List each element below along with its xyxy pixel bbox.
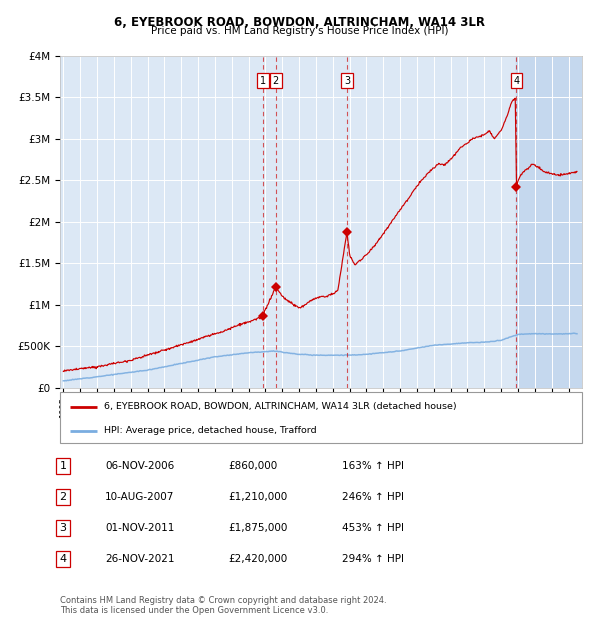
Text: 4: 4 — [59, 554, 67, 564]
Text: £860,000: £860,000 — [228, 461, 277, 471]
FancyBboxPatch shape — [60, 392, 582, 443]
Text: 1: 1 — [260, 76, 266, 86]
Text: 06-NOV-2006: 06-NOV-2006 — [105, 461, 174, 471]
Text: £1,210,000: £1,210,000 — [228, 492, 287, 502]
Text: 453% ↑ HPI: 453% ↑ HPI — [342, 523, 404, 533]
Text: HPI: Average price, detached house, Trafford: HPI: Average price, detached house, Traf… — [104, 426, 317, 435]
Text: 3: 3 — [344, 76, 350, 86]
Text: 6, EYEBROOK ROAD, BOWDON, ALTRINCHAM, WA14 3LR (detached house): 6, EYEBROOK ROAD, BOWDON, ALTRINCHAM, WA… — [104, 402, 457, 411]
Text: 294% ↑ HPI: 294% ↑ HPI — [342, 554, 404, 564]
Text: 26-NOV-2021: 26-NOV-2021 — [105, 554, 175, 564]
Text: Contains HM Land Registry data © Crown copyright and database right 2024.: Contains HM Land Registry data © Crown c… — [60, 596, 386, 606]
Text: 4: 4 — [513, 76, 520, 86]
Text: 163% ↑ HPI: 163% ↑ HPI — [342, 461, 404, 471]
Text: Price paid vs. HM Land Registry's House Price Index (HPI): Price paid vs. HM Land Registry's House … — [151, 26, 449, 36]
Text: 10-AUG-2007: 10-AUG-2007 — [105, 492, 175, 502]
Text: 2: 2 — [273, 76, 279, 86]
Text: £2,420,000: £2,420,000 — [228, 554, 287, 564]
Text: 3: 3 — [59, 523, 67, 533]
Text: 6, EYEBROOK ROAD, BOWDON, ALTRINCHAM, WA14 3LR: 6, EYEBROOK ROAD, BOWDON, ALTRINCHAM, WA… — [115, 16, 485, 29]
Text: 1: 1 — [59, 461, 67, 471]
Text: 01-NOV-2011: 01-NOV-2011 — [105, 523, 175, 533]
Text: £1,875,000: £1,875,000 — [228, 523, 287, 533]
Text: 2: 2 — [59, 492, 67, 502]
Text: 246% ↑ HPI: 246% ↑ HPI — [342, 492, 404, 502]
Text: This data is licensed under the Open Government Licence v3.0.: This data is licensed under the Open Gov… — [60, 606, 328, 616]
Bar — [517, 56, 582, 388]
